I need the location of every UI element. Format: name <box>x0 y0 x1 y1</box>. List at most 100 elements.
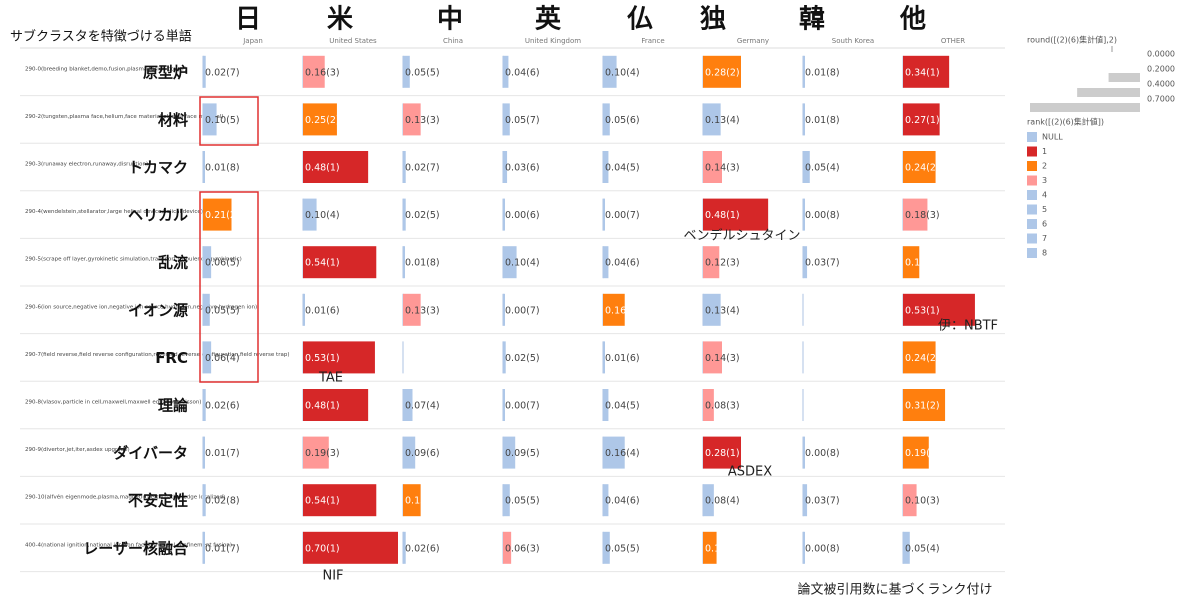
bar <box>303 341 375 374</box>
bar <box>703 198 769 231</box>
legend-label: 0.4000 <box>1147 80 1175 89</box>
value-label: 0.24(2) <box>905 353 940 364</box>
legend-label: 6 <box>1042 220 1047 229</box>
value-label: 0.48(1) <box>305 163 340 174</box>
bar <box>403 151 406 183</box>
annotation: NIF <box>322 569 343 584</box>
value-label: 0.09(6) <box>405 448 440 459</box>
value-label: 0.16(2) <box>605 305 640 316</box>
value-label: 0.13(3) <box>405 115 440 126</box>
bar <box>903 55 950 88</box>
value-label: 0.09(5) <box>505 448 540 459</box>
value-label: 0.05(4) <box>905 543 940 554</box>
bar <box>303 151 369 183</box>
value-label: 0.18(3) <box>905 210 940 221</box>
bar <box>503 293 505 326</box>
legend-label: 7 <box>1042 234 1047 243</box>
bar <box>603 151 609 183</box>
legend-swatch <box>1027 204 1037 215</box>
bar <box>603 531 610 564</box>
annotation: 論文被引用数に基づくランク付け <box>797 582 992 598</box>
legend-size <box>1077 88 1140 97</box>
bar <box>703 389 714 421</box>
value-label: 0.02(7) <box>205 67 240 78</box>
bar <box>403 531 406 564</box>
bar <box>803 55 805 88</box>
row-code: 290-7(field reverse,field reverse config… <box>25 352 289 358</box>
value-label: 0.28(1) <box>705 448 740 459</box>
bar <box>303 484 377 517</box>
bar <box>903 389 946 421</box>
row-word: 不安定性 <box>128 492 188 510</box>
bar <box>303 531 398 564</box>
value-label: 0.24(2) <box>905 163 940 174</box>
row-word: トカマク <box>128 159 188 177</box>
row-word: 乱流 <box>158 254 188 272</box>
bar <box>603 341 605 374</box>
bar <box>203 55 206 88</box>
value-label: 0.12(3) <box>705 258 740 269</box>
bar <box>703 436 741 469</box>
row-word: ヘリカル <box>128 206 188 224</box>
value-label: 0.00(7) <box>505 401 540 412</box>
value-label: 0.04(6) <box>505 67 540 78</box>
value-label: 0.01(8) <box>805 115 840 126</box>
bar <box>803 246 808 279</box>
column-header: 仏 <box>627 5 653 35</box>
bar <box>603 293 625 326</box>
column-header: 米 <box>327 5 353 35</box>
value-label: 0.34(1) <box>905 67 940 78</box>
value-label: 0.21(2) <box>205 210 240 221</box>
bar <box>403 103 421 136</box>
bar <box>303 103 337 136</box>
value-label: 0.00(6) <box>505 210 540 221</box>
value-label: 0.54(1) <box>305 496 340 507</box>
bar <box>903 198 928 231</box>
bar <box>403 55 410 88</box>
row-word: 原型炉 <box>143 63 188 81</box>
value-label: 0.07(4) <box>405 401 440 412</box>
value-label: 0.10(3) <box>905 496 940 507</box>
value-label: 0.03(7) <box>805 258 840 269</box>
value-label: 0.02(8) <box>205 496 240 507</box>
bar <box>903 103 940 136</box>
value-label: 0.10(5) <box>205 115 240 126</box>
value-label: 0.06(4) <box>205 353 240 364</box>
value-label: 0.02(6) <box>405 543 440 554</box>
value-label: 0.28(2) <box>705 67 740 78</box>
legend-label: 8 <box>1042 249 1047 258</box>
legend-label: 0.7000 <box>1147 95 1175 104</box>
bar <box>303 436 329 469</box>
bar <box>203 103 217 136</box>
bar <box>603 389 609 421</box>
legend-title: rank([(2)(6)集計値]) <box>1027 117 1104 127</box>
bar <box>703 246 720 279</box>
bar <box>303 293 305 326</box>
value-label: 0.01(7) <box>205 543 240 554</box>
bar <box>203 436 205 469</box>
legend-label: 4 <box>1042 191 1047 200</box>
value-label: 0.02(6) <box>205 401 240 412</box>
column-name: South Korea <box>832 37 874 45</box>
legend-swatch <box>1027 175 1037 186</box>
column-name: Japan <box>242 37 263 45</box>
value-label: 0.19(2) <box>905 448 940 459</box>
value-label: 0.05(4) <box>805 163 840 174</box>
bar <box>603 55 617 88</box>
highlight-box <box>199 96 259 146</box>
column-header: 韓 <box>799 5 825 35</box>
value-label: 0.00(8) <box>805 210 840 221</box>
bar <box>303 389 369 421</box>
legend-label: NULL <box>1042 133 1063 142</box>
chart-title: サブクラスタを特徴づける単語 <box>10 29 192 45</box>
value-label: 0.04(6) <box>605 496 640 507</box>
bar <box>403 484 421 517</box>
annotation: TAE <box>318 371 343 386</box>
annotation: ASDEX <box>728 465 772 480</box>
value-label: 0.54(1) <box>305 258 340 269</box>
value-label: 0.10(4) <box>505 258 540 269</box>
column-name: France <box>641 37 664 45</box>
annotation: 伊：NBTF <box>938 319 998 334</box>
value-label: 0.01(6) <box>305 305 340 316</box>
bar <box>703 55 741 88</box>
